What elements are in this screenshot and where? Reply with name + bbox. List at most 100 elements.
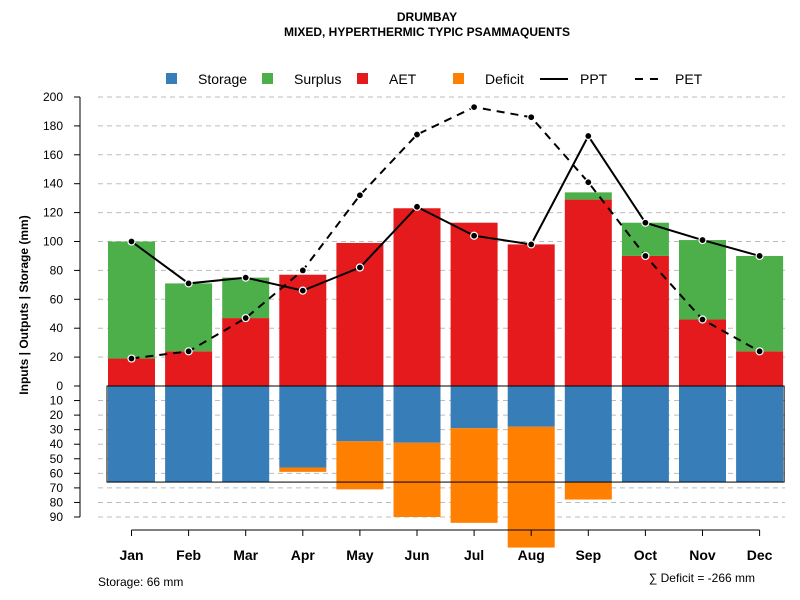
x-tick-label: Oct xyxy=(634,547,658,563)
bar-storage xyxy=(222,386,270,483)
y-axis-label: Inputs | Outputs | Storage (mm) xyxy=(17,215,31,394)
x-tick-label: May xyxy=(346,547,373,563)
ppt-point xyxy=(412,202,422,211)
storage-note: Storage: 66 mm xyxy=(98,575,183,589)
y-tick-label: 80 xyxy=(50,263,64,277)
legend-label: PPT xyxy=(580,71,608,87)
pet-point xyxy=(698,315,707,324)
bar-storage xyxy=(393,386,441,443)
chart-title: DRUMBAY xyxy=(397,10,457,24)
y-tick-label: 60 xyxy=(50,466,64,480)
bar-storage xyxy=(736,386,784,483)
bar-deficit xyxy=(336,441,384,490)
pet-point xyxy=(527,113,536,122)
pet-line xyxy=(131,106,761,360)
legend-label: Storage xyxy=(198,71,247,87)
legend-label: Surplus xyxy=(294,71,341,87)
x-tick-label: Aug xyxy=(518,547,545,563)
y-tick-label: 180 xyxy=(43,119,63,133)
bar-surplus xyxy=(222,277,270,319)
legend-label: PET xyxy=(675,71,703,87)
bar-aet xyxy=(621,255,669,386)
y-tick-label: 20 xyxy=(50,350,64,364)
y-tick-label: 50 xyxy=(50,452,64,466)
x-tick-label: Mar xyxy=(233,547,258,563)
y-tick-label: 20 xyxy=(50,408,64,422)
legend-label: Deficit xyxy=(485,71,524,87)
bar-aet xyxy=(736,351,784,386)
x-tick-label: Dec xyxy=(747,547,773,563)
bar-storage xyxy=(336,386,384,442)
bar-storage xyxy=(108,386,155,483)
y-tick-label: 70 xyxy=(50,481,64,495)
ppt-point xyxy=(470,231,479,240)
ppt-point xyxy=(184,279,193,288)
bar-aet xyxy=(222,318,270,386)
pet-point xyxy=(127,354,136,363)
bar-aet xyxy=(108,358,155,386)
y-tick-label: 40 xyxy=(50,437,64,451)
bars xyxy=(106,192,785,548)
y-tick-label: 140 xyxy=(43,177,63,191)
bar-deficit xyxy=(507,426,555,548)
bar-deficit xyxy=(393,442,441,517)
y-tick-label: 0 xyxy=(56,379,63,393)
bar-storage xyxy=(165,386,213,483)
ppt-point xyxy=(355,263,364,272)
ppt-point xyxy=(584,131,593,141)
pet-point xyxy=(355,191,364,200)
bar-storage xyxy=(507,386,555,427)
y-tick-label: 120 xyxy=(43,206,63,220)
y-tick-label: 60 xyxy=(50,292,64,306)
chart-subtitle: MIXED, HYPERTHERMIC TYPIC PSAMMAQUENTS xyxy=(284,25,570,39)
y-tick-label: 40 xyxy=(50,321,64,335)
bar-storage xyxy=(279,386,327,468)
bar-surplus xyxy=(108,241,155,359)
legend-label: AET xyxy=(389,71,417,87)
legend-swatch xyxy=(357,73,368,84)
series-lines xyxy=(127,103,764,363)
y-tick-label: 100 xyxy=(43,235,63,249)
pet-point xyxy=(241,313,250,323)
bar-deficit xyxy=(450,428,498,523)
bar-aet xyxy=(393,208,441,386)
pet-point xyxy=(412,130,422,139)
bar-surplus xyxy=(564,192,612,200)
x-tick-label: Apr xyxy=(291,547,316,563)
x-tick-label: Jan xyxy=(119,547,143,563)
deficit-note: ∑ Deficit = -266 mm xyxy=(649,571,755,585)
legend-swatch xyxy=(453,73,464,84)
bar-aet xyxy=(564,199,612,386)
bar-storage xyxy=(621,386,669,483)
bar-aet xyxy=(679,319,726,386)
axes: 0204060801001201401601802001020304050607… xyxy=(43,90,773,563)
bar-aet xyxy=(507,244,555,386)
pet-point xyxy=(184,347,193,356)
ppt-point xyxy=(127,237,136,246)
x-tick-label: Nov xyxy=(689,547,716,563)
x-tick-label: Jun xyxy=(405,547,430,563)
bar-aet xyxy=(165,351,213,386)
x-tick-label: Sep xyxy=(575,547,601,563)
x-tick-label: Feb xyxy=(176,547,201,563)
bar-deficit xyxy=(564,482,612,500)
pet-point xyxy=(470,103,479,112)
ppt-point xyxy=(241,273,250,282)
pet-point xyxy=(641,251,650,261)
pet-point xyxy=(298,266,307,275)
bar-surplus xyxy=(736,255,784,352)
y-tick-label: 160 xyxy=(43,148,63,162)
y-tick-label: 10 xyxy=(50,394,64,408)
bar-deficit xyxy=(279,467,327,472)
ppt-line xyxy=(130,134,760,292)
bar-surplus xyxy=(679,240,726,320)
bar-storage xyxy=(679,386,726,483)
y-tick-label: 80 xyxy=(50,495,64,509)
y-tick-label: 30 xyxy=(50,423,64,437)
legend-swatch xyxy=(262,73,273,84)
ppt-point xyxy=(527,240,536,249)
legend: Storage Surplus AET Deficit PPT PET xyxy=(166,71,703,87)
bar-storage xyxy=(450,386,498,429)
ppt-point xyxy=(298,286,307,295)
